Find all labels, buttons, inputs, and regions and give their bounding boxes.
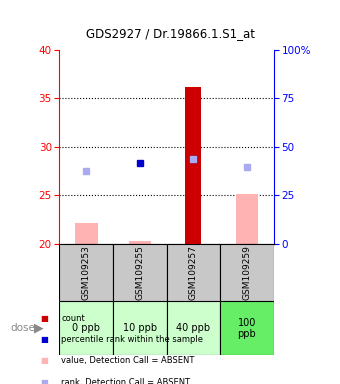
Text: percentile rank within the sample: percentile rank within the sample — [61, 335, 203, 344]
Text: count: count — [61, 314, 85, 323]
Text: 10 ppb: 10 ppb — [123, 323, 157, 333]
Text: ■: ■ — [40, 356, 48, 366]
Text: value, Detection Call = ABSENT: value, Detection Call = ABSENT — [61, 356, 194, 366]
FancyBboxPatch shape — [59, 244, 113, 301]
FancyBboxPatch shape — [220, 244, 274, 301]
Bar — [185, 87, 201, 244]
Text: 0 ppb: 0 ppb — [72, 323, 100, 333]
Text: GSM109259: GSM109259 — [242, 245, 251, 300]
FancyBboxPatch shape — [113, 244, 167, 301]
Bar — [236, 194, 258, 244]
Text: dose: dose — [10, 323, 35, 333]
FancyBboxPatch shape — [167, 244, 220, 301]
Bar — [75, 222, 98, 244]
Text: ▶: ▶ — [34, 322, 44, 335]
Text: ■: ■ — [40, 377, 48, 384]
FancyBboxPatch shape — [113, 301, 167, 355]
Text: GSM109257: GSM109257 — [189, 245, 198, 300]
Text: GSM109255: GSM109255 — [135, 245, 144, 300]
Text: GSM109253: GSM109253 — [82, 245, 91, 300]
Text: ■: ■ — [40, 335, 48, 344]
Bar — [129, 241, 151, 244]
FancyBboxPatch shape — [220, 301, 274, 355]
Text: 100
ppb: 100 ppb — [238, 318, 256, 339]
Text: 40 ppb: 40 ppb — [176, 323, 210, 333]
FancyBboxPatch shape — [59, 301, 113, 355]
Text: rank, Detection Call = ABSENT: rank, Detection Call = ABSENT — [61, 377, 190, 384]
Text: GDS2927 / Dr.19866.1.S1_at: GDS2927 / Dr.19866.1.S1_at — [85, 27, 255, 40]
Text: ■: ■ — [40, 314, 48, 323]
FancyBboxPatch shape — [167, 301, 220, 355]
